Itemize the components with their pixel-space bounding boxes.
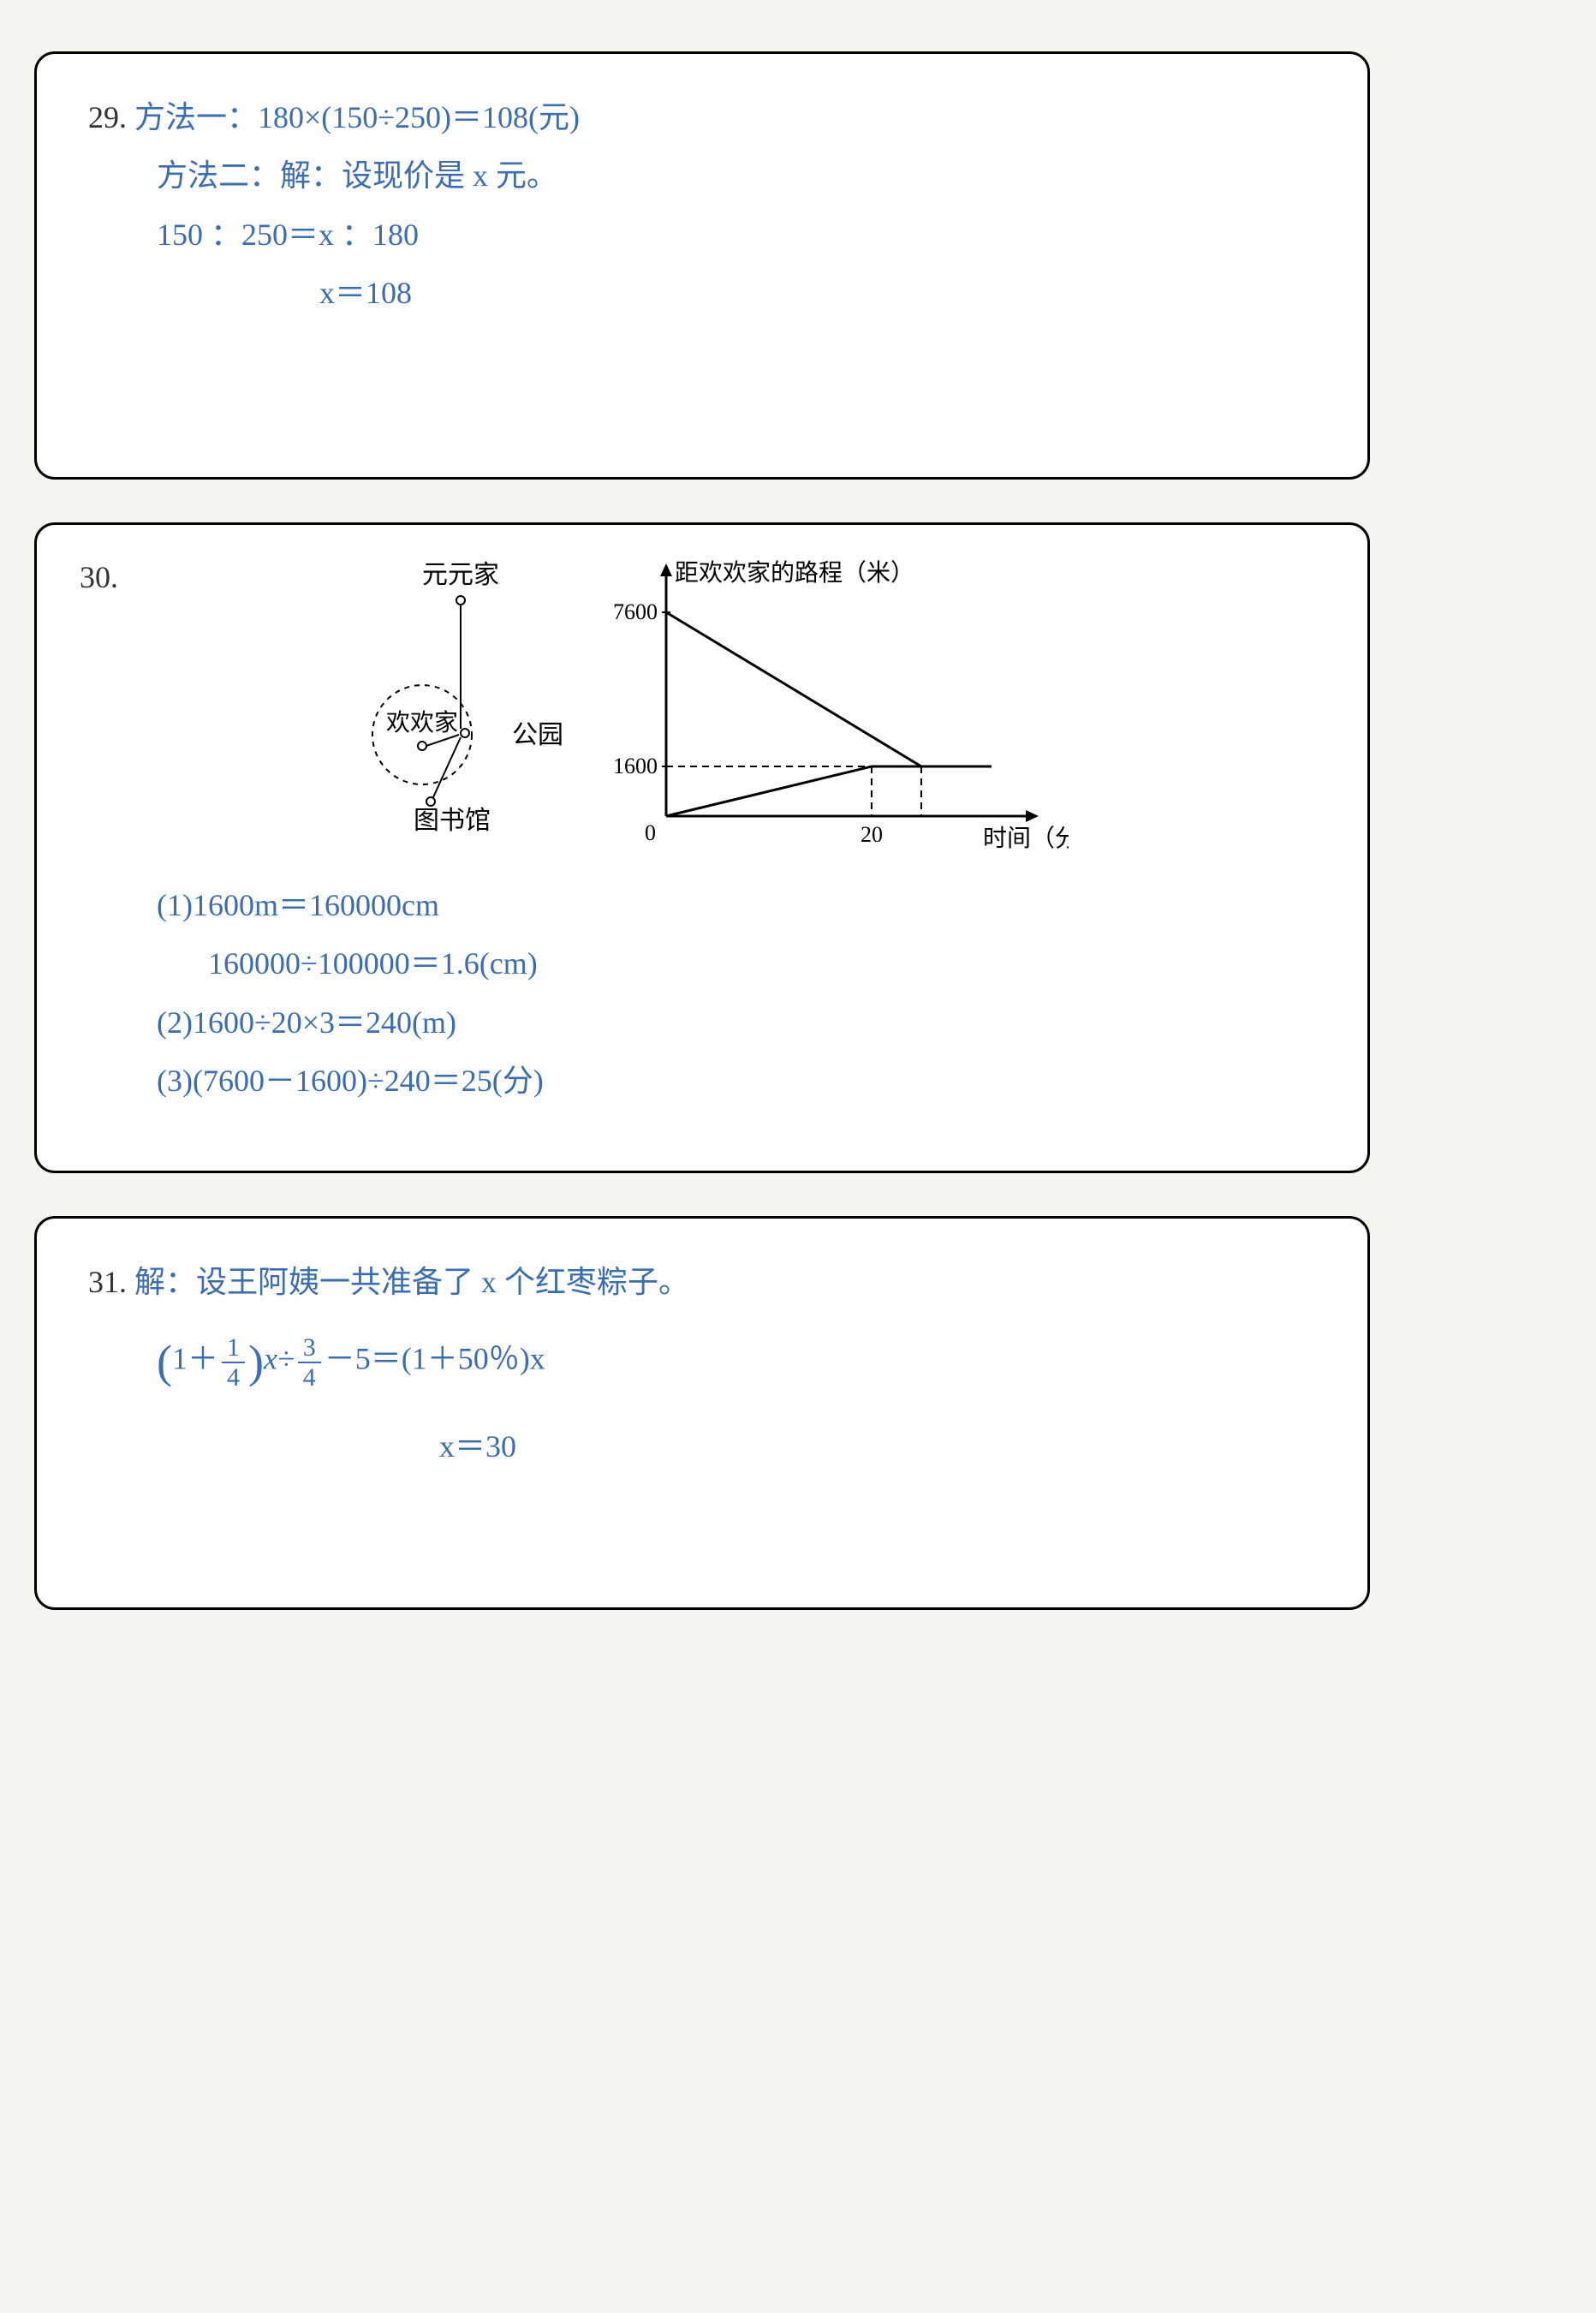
q31-frac2: 34 (298, 1333, 321, 1392)
map-yuanyuan-dot (456, 596, 465, 605)
map-park-dot (461, 729, 469, 737)
map-park-label: 公园 (512, 721, 563, 749)
chart-x-label: 时间（分） (983, 825, 1069, 850)
q30-a1-2: 160000÷100000＝1.6(cm) (208, 934, 1325, 993)
chart-x-arrow (1026, 810, 1039, 822)
page-container: 29. 方法一：180×(150÷250)＝108(元) 方法二：解：设现价是 … (34, 51, 1370, 1610)
chart-ytick-1600: 1600 (613, 754, 658, 778)
chart-ytick-7600: 7600 (613, 599, 658, 624)
map-yuanyuan-label: 元元家 (422, 561, 499, 589)
chart-line-descend (666, 612, 921, 766)
q30-a3: (3)(7600－1600)÷240＝25(分) (157, 1052, 1325, 1110)
q31-frac1-den: 4 (222, 1363, 245, 1392)
map-library-dot (426, 797, 435, 806)
q29-eq1: 150 ：250＝x ：180 (157, 206, 1325, 264)
question-29-box: 29. 方法一：180×(150÷250)＝108(元) 方法二：解：设现价是 … (34, 51, 1370, 480)
q30-a1-1: (1)1600m＝160000cm (157, 876, 1325, 934)
q29-eq2: x＝108 (319, 264, 1325, 322)
q30-map-svg: 元元家 欢欢家 公园 图书馆 (358, 559, 563, 842)
chart-xtick-20: 20 (861, 822, 883, 847)
q29-method1: 方法一：180×(150÷250)＝108(元) (134, 100, 580, 134)
q30-answers: (1)1600m＝160000cm 160000÷100000＝1.6(cm) … (80, 876, 1325, 1111)
q30-header-row: 30. 元元家 欢欢家 公园 图书馆 (80, 559, 1325, 850)
question-31-box: 31. 解：设王阿姨一共准备了 x 个红枣粽子。 (1＋14)x÷34－5＝(1… (34, 1216, 1370, 1610)
map-huanhuan-label: 欢欢家 (386, 709, 458, 736)
q30-number: 30. (80, 559, 118, 595)
map-huanhuan-dot (418, 742, 426, 750)
q30-a2: (2)1600÷20×3＝240(m) (157, 993, 1325, 1052)
map-library-label: 图书馆 (414, 807, 491, 835)
q30-diagram-area: 元元家 欢欢家 公园 图书馆 (358, 559, 1069, 850)
q31-frac2-den: 4 (298, 1363, 321, 1392)
map-road-to-library (433, 737, 461, 797)
question-30-box: 30. 元元家 欢欢家 公园 图书馆 (34, 522, 1370, 1173)
q31-line1: 31. 解：设王阿姨一共准备了 x 个红枣粽子。 (88, 1253, 1325, 1311)
chart-origin: 0 (645, 820, 656, 845)
q31-rparen: ) (248, 1336, 264, 1387)
q31-frac2-num: 3 (298, 1333, 321, 1363)
q31-setup: 解：设王阿姨一共准备了 x 个红枣粽子。 (134, 1265, 689, 1299)
q31-number: 31. (88, 1265, 127, 1299)
q31-result: x＝30 (439, 1413, 1325, 1481)
q31-one: 1＋ (172, 1342, 218, 1376)
chart-line-ascend (666, 766, 872, 816)
chart-y-arrow (660, 563, 672, 576)
q31-mid2: －5＝(1＋50％)x (325, 1342, 545, 1376)
q31-equation: (1＋14)x÷34－5＝(1＋50％)x (157, 1311, 1325, 1413)
q29-method2: 方法二：解：设现价是 x 元。 (157, 146, 1325, 205)
q29-line1: 29. 方法一：180×(150÷250)＝108(元) (88, 88, 1325, 146)
q31-frac1: 14 (222, 1333, 245, 1392)
q31-lparen: ( (157, 1336, 172, 1387)
q31-mid1: x÷ (264, 1342, 295, 1376)
q31-frac1-num: 1 (222, 1333, 245, 1363)
q29-number: 29. (88, 100, 127, 134)
q30-chart-svg: 距欢欢家的路程（米） 时间（分） 7600 1600 0 20 (589, 559, 1069, 850)
chart-y-label: 距欢欢家的路程（米） (675, 559, 914, 587)
